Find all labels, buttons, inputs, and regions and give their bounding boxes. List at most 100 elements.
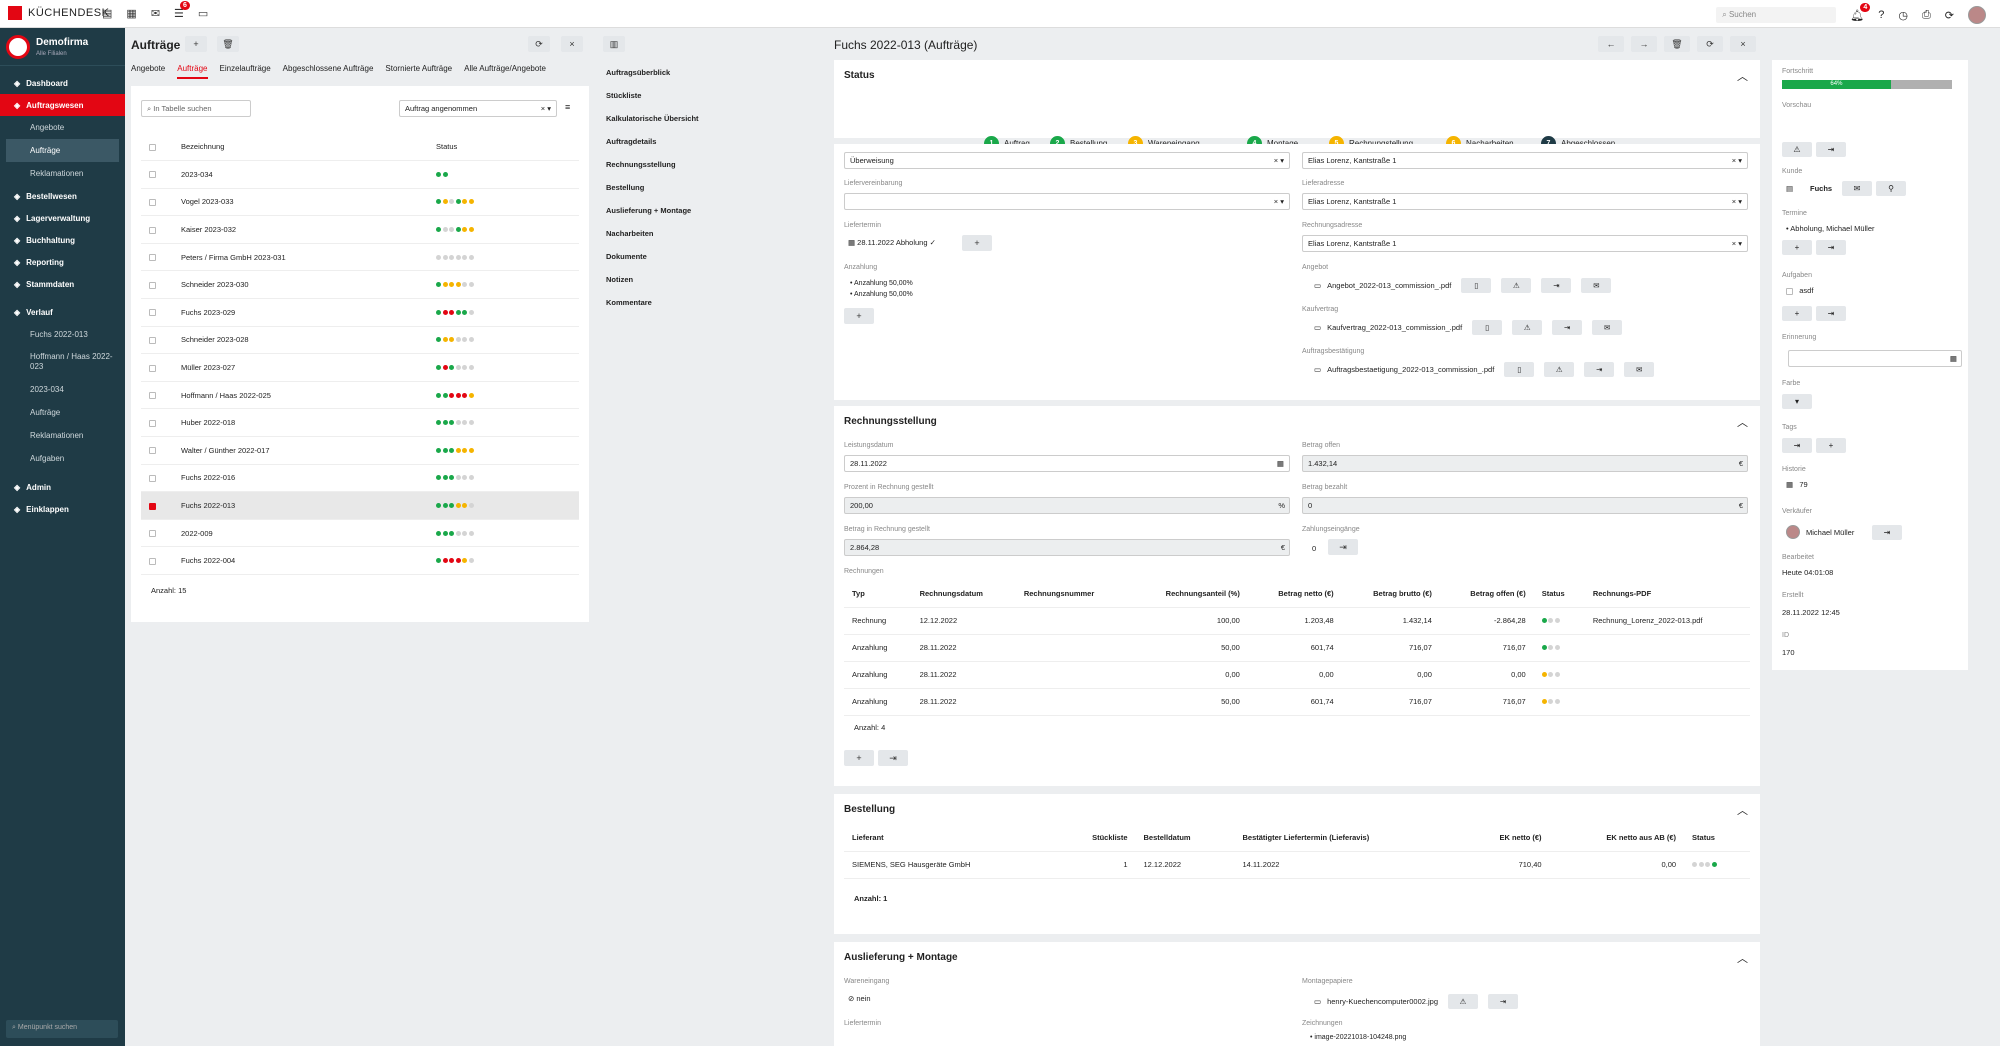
tab[interactable]: Einzelaufträge — [219, 64, 271, 73]
section-link[interactable]: Auslieferung + Montage — [606, 206, 692, 215]
sidebar-item[interactable]: ◈ Bestellwesen — [0, 185, 125, 207]
table-row[interactable]: Peters / Firma GmbH 2023-031 — [141, 243, 579, 272]
column-header[interactable]: Lieferant — [844, 824, 1055, 852]
column-header[interactable]: Status — [1533, 580, 1585, 608]
add-task-button[interactable]: + — [1782, 306, 1812, 321]
column-header[interactable]: Rechnungs-PDF — [1584, 580, 1750, 608]
column-header[interactable]: EK netto aus AB (€) — [1549, 824, 1685, 852]
table-row[interactable]: Rechnung 12.12.2022 100,00 1.203,48 1.432,14… — [844, 607, 1750, 635]
sidebar-item[interactable]: Reklamationen — [0, 424, 125, 447]
task-checkbox[interactable] — [1786, 287, 1793, 295]
delivery-address-select[interactable]: Elias Lorenz, Kantstraße 1 × ▾ — [1302, 193, 1748, 210]
section-link[interactable]: Stückliste — [606, 91, 642, 100]
sidebar-item[interactable]: ◈ Dashboard — [0, 72, 125, 94]
sidebar-item[interactable]: ◈ Admin — [0, 476, 125, 498]
pdf-icon[interactable]: ▯ — [1472, 320, 1503, 335]
status-filter-select[interactable]: Auftrag angenommen × ▾ — [399, 100, 557, 117]
dashboard-icon[interactable]: ▤ — [102, 8, 113, 20]
section-link[interactable]: Rechnungsstellung — [606, 160, 676, 169]
signature-icon[interactable]: ⚠ — [1501, 278, 1532, 293]
table-row[interactable]: Anzahlung 28.11.2022 0,00 0,00 0,00 0,00 — [844, 661, 1750, 689]
add-tag-button[interactable]: + — [1816, 438, 1846, 453]
filter-icon[interactable]: ≡ — [565, 102, 571, 112]
row-checkbox[interactable] — [149, 392, 156, 400]
sidebar-item[interactable]: ◈ Buchhaltung — [0, 229, 125, 251]
next-button[interactable]: → — [1631, 36, 1657, 52]
assembly-paper-document[interactable]: ▭ henry-Kuechencomputer0002.jpg ⚠ ⇥ — [1314, 994, 1519, 1009]
customer-mail-button[interactable]: ✉ — [1842, 181, 1872, 196]
tab[interactable]: Alle Aufträge/Angebote — [464, 64, 546, 73]
reminder-date-input[interactable]: ▦ — [1788, 350, 1962, 367]
section-link[interactable]: Kommentare — [606, 298, 652, 307]
seller-import-button[interactable]: ⇥ — [1872, 525, 1902, 540]
drawing-item[interactable]: • image-20221018-104248.png — [1310, 1034, 1407, 1041]
signature-icon[interactable]: ⚠ — [1448, 994, 1479, 1009]
delete-order-button[interactable]: 🗑︎ — [1664, 36, 1690, 52]
delete-button[interactable]: 🗑︎ — [217, 36, 239, 52]
sidebar-item[interactable]: Angebote — [0, 116, 125, 139]
row-checkbox[interactable] — [149, 447, 156, 455]
export-icon[interactable]: ⇥ — [1541, 278, 1572, 293]
user-avatar[interactable] — [1968, 6, 1986, 24]
table-row[interactable]: Schneider 2023-030 — [141, 270, 579, 300]
column-header[interactable]: Rechnungsanteil (%) — [1129, 580, 1248, 608]
mail-icon[interactable]: ✉ — [150, 8, 161, 20]
collapse-icon[interactable]: ︿ — [1737, 71, 1748, 83]
sidebar-item[interactable]: Aufgaben — [0, 447, 125, 470]
reload-button[interactable]: ⟳ — [528, 36, 550, 52]
confirmation-document[interactable]: ▭ Auftragsbestaetigung_2022-013_commissi… — [1314, 362, 1655, 377]
sidebar-item[interactable]: ◈ Lagerverwaltung — [0, 207, 125, 229]
column-header[interactable]: Betrag brutto (€) — [1341, 580, 1440, 608]
goods-receipt-toggle[interactable]: ⊘ nein — [848, 994, 871, 1003]
table-row[interactable]: Anzahlung 28.11.2022 50,00 601,74 716,07 716,… — [844, 688, 1750, 716]
import-appointment-button[interactable]: ⇥ — [1816, 240, 1846, 255]
sidebar-item[interactable]: Fuchs 2022-013 — [0, 323, 125, 346]
row-checkbox[interactable] — [149, 254, 156, 262]
column-header[interactable]: Stückliste — [1054, 824, 1136, 852]
email-icon[interactable]: ✉ — [1624, 362, 1655, 377]
close-order-button[interactable]: × — [1730, 36, 1756, 52]
app-logo[interactable]: KÜCHENDESK — [8, 6, 109, 20]
global-search-input[interactable]: ⌕ Suchen — [1716, 7, 1837, 23]
signature-icon[interactable]: ⚠ — [1512, 320, 1543, 335]
row-checkbox[interactable] — [149, 364, 156, 372]
preview-sign-button[interactable]: ⚠ — [1782, 142, 1812, 157]
table-row[interactable]: 2022-009 — [141, 519, 579, 548]
contract-document[interactable]: ▭ Kaufvertrag_2022-013_commission_.pdf ▯ ⚠… — [1314, 320, 1623, 335]
payment-method-select[interactable]: Überweisung × ▾ — [844, 152, 1290, 169]
table-row[interactable]: Fuchs 2022-016 — [141, 464, 579, 493]
help-icon[interactable]: ? — [1878, 9, 1885, 21]
column-header[interactable]: Typ — [844, 580, 912, 608]
column-header[interactable]: Bestelldatum — [1135, 824, 1235, 852]
sidebar-item[interactable]: Hoffmann / Haas 2022-023 — [0, 346, 125, 378]
row-checkbox[interactable] — [149, 199, 156, 206]
add-delivery-date-button[interactable]: + — [962, 235, 992, 251]
sidebar-item[interactable]: ◈ Verlauf — [0, 301, 125, 323]
customer-name[interactable]: Fuchs — [1810, 184, 1833, 193]
bell-icon[interactable]: 🔔︎ 4 — [1850, 2, 1871, 22]
collapse-icon[interactable]: ︿ — [1737, 417, 1748, 429]
section-link[interactable]: Auftragsüberblick — [606, 68, 671, 77]
refresh-icon[interactable]: ⟳ — [1944, 9, 1954, 22]
sidebar-item[interactable]: Aufträge — [0, 401, 125, 424]
table-cell[interactable]: Rechnung_Lorenz_2022-013.pdf — [1584, 607, 1750, 635]
col-bezeichnung[interactable]: Bezeichnung — [181, 133, 436, 162]
offer-document[interactable]: ▭ Angebot_2022-013_commission_.pdf ▯ ⚠ ⇥ ✉ — [1314, 278, 1612, 293]
add-down-payment-button[interactable]: + — [844, 308, 874, 324]
table-row[interactable]: Fuchs 2022-004 — [141, 546, 579, 575]
reload-order-button[interactable]: ⟳ — [1697, 36, 1723, 52]
section-link[interactable]: Kalkulatorische Übersicht — [606, 114, 699, 123]
clear-and-chevron-icon[interactable]: × ▾ — [540, 104, 551, 113]
table-row[interactable]: Huber 2022-018 — [141, 408, 579, 438]
tags-import-button[interactable]: ⇥ — [1782, 438, 1812, 453]
delivery-agreement-select[interactable]: × ▾ — [844, 193, 1290, 210]
sidebar-item[interactable]: 2023-034 — [0, 378, 125, 401]
table-row[interactable]: Müller 2023-027 — [141, 353, 579, 382]
pdf-icon[interactable]: ▯ — [1461, 278, 1492, 293]
sidebar-item[interactable]: Reklamationen — [0, 162, 125, 185]
column-header[interactable]: Status — [1684, 824, 1750, 852]
sidebar-item[interactable]: ◈ Einklappen — [0, 498, 125, 520]
sidebar-item[interactable]: ◈ Auftragswesen — [0, 94, 125, 116]
customer-link-button[interactable]: ⚲ — [1876, 181, 1906, 196]
service-date-input[interactable]: 28.11.2022 ▦ — [844, 455, 1290, 472]
